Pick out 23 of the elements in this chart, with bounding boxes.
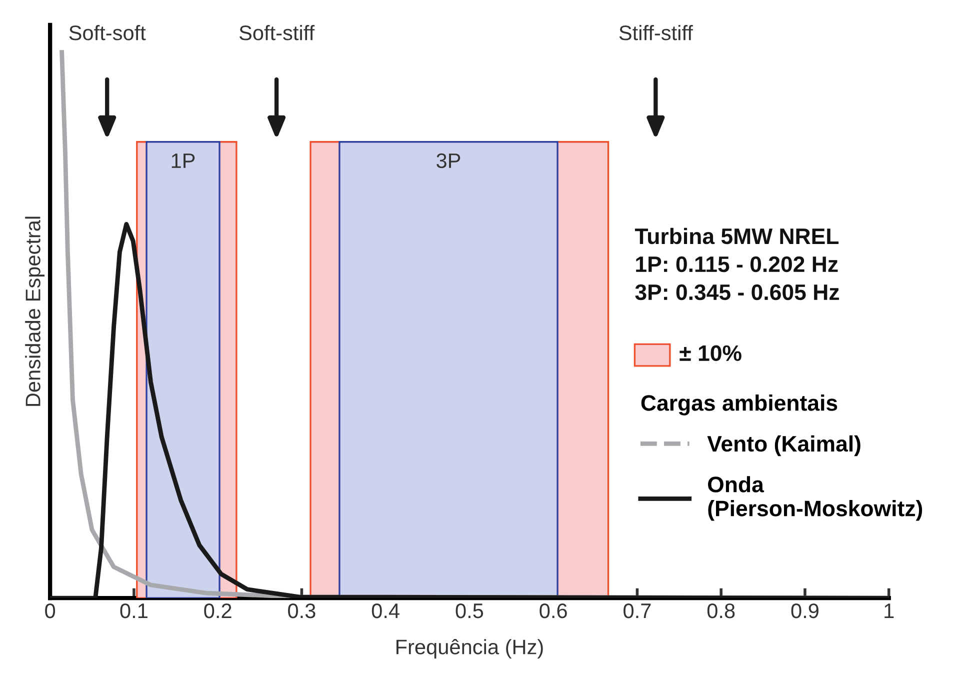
band-label: 3P — [436, 153, 460, 168]
x-tick-label: 1 — [884, 604, 894, 618]
y-axis-title: Densidade Espectral — [25, 216, 45, 406]
x-tick-label: 0.1 — [120, 603, 148, 618]
text: Stiff-stiff — [619, 24, 693, 40]
x-tick-label: 0.6 — [540, 603, 567, 618]
x-axis-title: Frequência (Hz) — [396, 639, 543, 658]
text: Soft-soft — [69, 25, 146, 40]
x-tick-label: 0.9 — [791, 603, 818, 618]
legend-title: Cargas ambientais — [641, 394, 838, 416]
legend-label: Onda (Pierson-Moskowitz) — [708, 476, 922, 521]
x-tick-label: 0.8 — [707, 603, 735, 618]
annotation: ± 10% — [680, 345, 742, 362]
text: Soft-stiff — [239, 24, 315, 40]
annotation: Turbina 5MW NREL 1P: 0.115 - 0.202 Hz 3P: 0.345 - 0.605 Hz — [634, 228, 839, 300]
x-tick-label: 0.4 — [372, 603, 400, 618]
x-tick-label: 0 — [45, 603, 56, 618]
x-tick-label: 0.7 — [624, 603, 651, 618]
x-tick-label: 0.5 — [456, 603, 484, 618]
x-tick-label: 0.3 — [288, 603, 316, 618]
x-tick-label: 0.2 — [204, 603, 232, 618]
band-label: 1P — [172, 154, 195, 168]
legend-label: Vento (Kaimal) — [707, 435, 860, 456]
